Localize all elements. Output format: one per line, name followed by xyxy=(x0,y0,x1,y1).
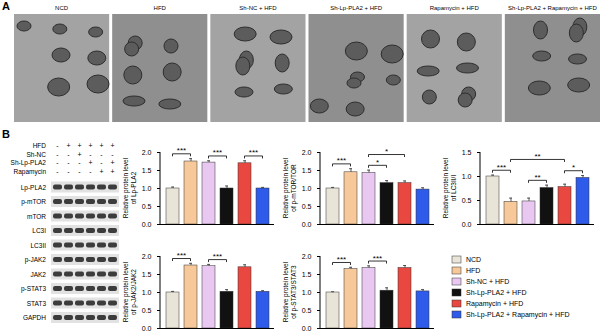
svg-text:A: A xyxy=(2,0,10,12)
svg-text:2.0: 2.0 xyxy=(142,253,152,260)
svg-text:-: - xyxy=(100,159,103,166)
svg-text:+: + xyxy=(88,142,92,149)
svg-text:JAK2: JAK2 xyxy=(30,271,46,278)
svg-text:Rapamycin + HFD: Rapamycin + HFD xyxy=(430,5,480,11)
svg-text:1.0: 1.0 xyxy=(142,289,152,296)
svg-text:**: ** xyxy=(534,173,540,182)
svg-text:Sh-NC: Sh-NC xyxy=(26,151,46,158)
svg-text:1.5: 1.5 xyxy=(462,149,472,156)
svg-text:***: *** xyxy=(177,251,186,260)
svg-text:0.5: 0.5 xyxy=(142,307,152,314)
svg-text:Sh-Lp-PLA2 + HFD: Sh-Lp-PLA2 + HFD xyxy=(466,289,527,297)
svg-text:1.5: 1.5 xyxy=(302,167,312,174)
svg-text:-: - xyxy=(78,168,81,175)
svg-text:Lp-PLA2: Lp-PLA2 xyxy=(21,184,47,192)
svg-text:-: - xyxy=(56,151,59,158)
svg-text:Rapamycin: Rapamycin xyxy=(13,168,46,176)
svg-text:1.5: 1.5 xyxy=(142,167,152,174)
svg-text:0.0: 0.0 xyxy=(142,221,152,228)
svg-text:***: *** xyxy=(177,146,186,155)
svg-text:*: * xyxy=(572,163,575,172)
svg-text:p-STAT3: p-STAT3 xyxy=(21,285,46,293)
svg-text:Relative protein levelof p-STA: Relative protein levelof p-STAT3/STAT3 xyxy=(282,261,298,322)
svg-text:Sh-NC + HFD: Sh-NC + HFD xyxy=(239,5,277,11)
svg-text:+: + xyxy=(99,142,103,149)
svg-text:1.0: 1.0 xyxy=(302,289,312,296)
svg-text:2.0: 2.0 xyxy=(142,149,152,156)
svg-text:0.5: 0.5 xyxy=(142,203,152,210)
svg-text:+: + xyxy=(99,168,103,175)
svg-text:mTOR: mTOR xyxy=(27,213,46,220)
svg-text:+: + xyxy=(110,142,114,149)
svg-text:0.0: 0.0 xyxy=(462,221,472,228)
svg-text:1.0: 1.0 xyxy=(302,185,312,192)
svg-text:-: - xyxy=(111,151,114,158)
svg-text:Sh-Lp-PLA2 + Rapamycin + HFD: Sh-Lp-PLA2 + Rapamycin + HFD xyxy=(508,5,597,11)
svg-text:p-mTOR: p-mTOR xyxy=(21,198,46,206)
svg-text:***: *** xyxy=(337,255,346,264)
svg-text:+: + xyxy=(77,151,81,158)
svg-text:Relative protein levelof Lp-PL: Relative protein levelof Lp-PLA2 xyxy=(122,157,138,218)
svg-text:1.5: 1.5 xyxy=(302,271,312,278)
svg-text:STAT3: STAT3 xyxy=(27,300,47,307)
svg-text:**: ** xyxy=(534,152,540,161)
svg-text:NCD: NCD xyxy=(55,5,69,11)
svg-text:0.0: 0.0 xyxy=(302,325,312,332)
svg-text:-: - xyxy=(56,168,59,175)
svg-text:LC3II: LC3II xyxy=(30,242,46,249)
svg-text:Sh-Lp-PLA2: Sh-Lp-PLA2 xyxy=(11,159,47,167)
svg-text:HFD: HFD xyxy=(154,5,167,11)
svg-text:1.0: 1.0 xyxy=(462,173,472,180)
svg-text:0.5: 0.5 xyxy=(462,197,472,204)
svg-text:p-JAK2: p-JAK2 xyxy=(25,256,47,264)
svg-text:+: + xyxy=(110,159,114,166)
svg-text:0.0: 0.0 xyxy=(302,221,312,228)
svg-text:-: - xyxy=(89,168,92,175)
svg-text:GAPDH: GAPDH xyxy=(23,314,46,321)
svg-text:+: + xyxy=(66,142,70,149)
svg-text:1.5: 1.5 xyxy=(142,271,152,278)
svg-text:HFD: HFD xyxy=(33,142,47,149)
svg-text:-: - xyxy=(67,168,70,175)
svg-text:Relative protein levelof LC3II: Relative protein levelof LC3II/I xyxy=(442,157,457,218)
svg-text:*: * xyxy=(376,158,379,167)
svg-text:*: * xyxy=(385,147,388,156)
svg-text:***: *** xyxy=(497,163,506,172)
svg-text:0.5: 0.5 xyxy=(302,203,312,210)
svg-text:1.0: 1.0 xyxy=(142,185,152,192)
svg-text:0.5: 0.5 xyxy=(302,307,312,314)
svg-text:***: *** xyxy=(213,148,222,157)
svg-text:-: - xyxy=(100,151,103,158)
svg-text:-: - xyxy=(56,142,59,149)
svg-text:-: - xyxy=(78,159,81,166)
svg-text:2.0: 2.0 xyxy=(302,253,312,260)
svg-text:+: + xyxy=(77,142,81,149)
svg-text:-: - xyxy=(67,151,70,158)
svg-text:***: *** xyxy=(337,156,346,165)
svg-text:HFD: HFD xyxy=(466,267,480,274)
svg-text:-: - xyxy=(67,159,70,166)
svg-text:Sh-Lp-PLA2 + HFD: Sh-Lp-PLA2 + HFD xyxy=(330,5,383,11)
svg-text:NCD: NCD xyxy=(466,256,481,263)
svg-text:***: *** xyxy=(213,252,222,261)
svg-text:Sh-Lp-PLA2 + Rapamycin + HFD: Sh-Lp-PLA2 + Rapamycin + HFD xyxy=(466,311,570,319)
svg-text:-: - xyxy=(89,151,92,158)
svg-text:***: *** xyxy=(373,254,382,263)
svg-text:Sh-NC + HFD: Sh-NC + HFD xyxy=(466,278,509,285)
svg-text:LC3I: LC3I xyxy=(32,227,46,234)
svg-text:Relative protein levelof p-mTO: Relative protein levelof p-mTOR/TOR xyxy=(282,157,298,218)
svg-text:2.0: 2.0 xyxy=(302,149,312,156)
svg-text:-: - xyxy=(56,159,59,166)
svg-text:0.0: 0.0 xyxy=(142,325,152,332)
svg-text:***: *** xyxy=(249,148,258,157)
svg-text:+: + xyxy=(88,159,92,166)
svg-text:B: B xyxy=(2,128,10,140)
svg-text:Rapamycin + HFD: Rapamycin + HFD xyxy=(466,300,523,308)
svg-text:+: + xyxy=(110,168,114,175)
svg-text:Relative protein levelof p-JAK: Relative protein levelof p-JAK2/JAK2 xyxy=(122,261,138,322)
